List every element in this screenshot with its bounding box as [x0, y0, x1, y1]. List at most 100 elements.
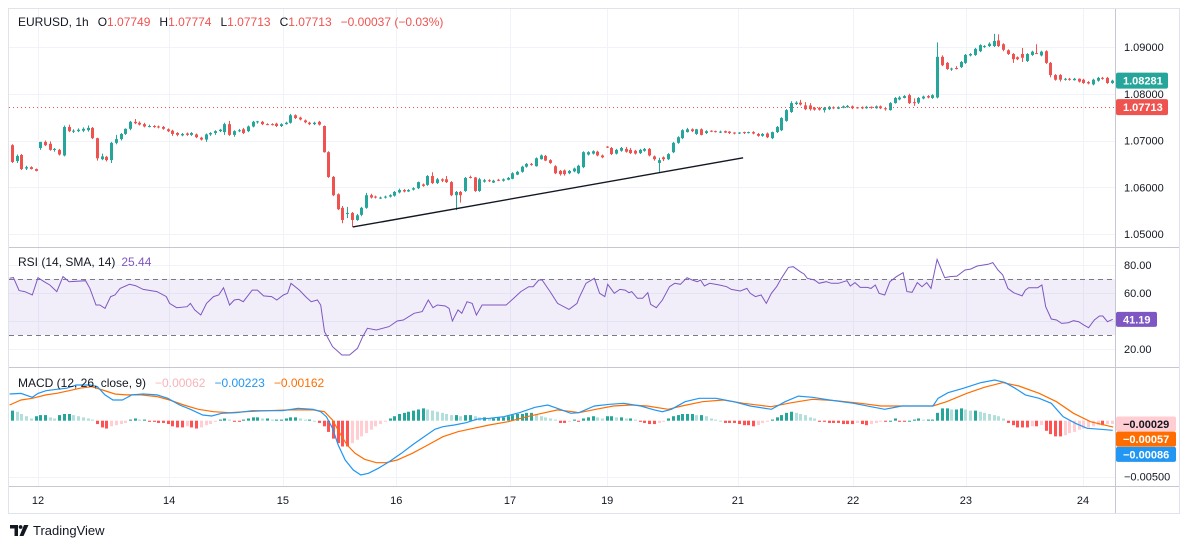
time-axis-label: 19: [601, 495, 613, 507]
macd-histogram-bar: [540, 416, 543, 421]
candle: [780, 117, 783, 132]
candle-body: [752, 132, 755, 134]
macd-macd-value-label-text: −0.00086: [1123, 449, 1169, 461]
candle: [233, 130, 236, 137]
symbol-title[interactable]: EURUSD, 1h: [18, 15, 89, 29]
candle-body: [700, 129, 703, 135]
macd-histogram-bar: [738, 420, 741, 425]
chart-panes[interactable]: [9, 9, 1179, 513]
candle-body: [964, 54, 967, 63]
macd-histogram-bar: [771, 419, 774, 421]
macd-histogram-bar: [289, 417, 292, 421]
candle: [431, 172, 434, 184]
candle: [275, 122, 278, 127]
candle-body: [823, 107, 826, 111]
macd-histogram-bar: [53, 418, 56, 421]
candle-body: [634, 150, 637, 154]
candle-body: [445, 179, 448, 183]
candle: [903, 95, 906, 99]
macd-histogram-bar: [1002, 418, 1005, 421]
macd-histogram-bar: [441, 412, 444, 421]
candle: [16, 154, 19, 163]
macd-histogram-bar: [1049, 420, 1052, 435]
macd-histogram-bar: [752, 420, 755, 427]
candle: [299, 116, 302, 121]
time-axis-label: 21: [732, 495, 744, 507]
candle-body: [766, 133, 769, 138]
candle: [946, 61, 949, 70]
candle-body: [884, 108, 887, 110]
candle-body: [346, 212, 349, 214]
macd-histogram-bar: [341, 420, 344, 447]
macd-histogram-bar: [530, 412, 533, 421]
candle: [294, 114, 297, 119]
candle-body: [1016, 57, 1019, 60]
rsi-legend[interactable]: RSI (14, SMA, 14) 25.44: [18, 254, 151, 270]
candle: [568, 169, 571, 175]
candle-body: [176, 133, 179, 135]
macd-legend[interactable]: MACD (12, 26, close, 9) −0.00062 −0.0022…: [18, 375, 324, 391]
candle: [360, 206, 363, 217]
candle-body: [903, 96, 906, 98]
time-axis[interactable]: 12 14 15 16 17 19 21 22 23 24: [32, 495, 1089, 507]
candle-body: [677, 137, 680, 143]
tradingview-logo[interactable]: TradingView: [10, 523, 105, 538]
candle: [219, 128, 222, 133]
candle: [922, 95, 925, 100]
time-scale[interactable]: [9, 487, 1115, 513]
macd-histogram-bar: [365, 420, 368, 434]
candle: [455, 190, 458, 211]
candle: [507, 176, 510, 181]
time-axis-label: 22: [847, 495, 859, 507]
candle-body: [431, 176, 434, 184]
macd-histogram-bar: [917, 418, 920, 421]
macd-histogram-bar: [795, 412, 798, 421]
macd-histogram-bar: [138, 419, 141, 421]
candle-body: [511, 173, 514, 179]
macd-histogram-bar: [950, 409, 953, 421]
candle-body: [653, 156, 656, 160]
candle: [700, 128, 703, 136]
macd-histogram-bar: [955, 409, 958, 421]
macd-histogram-bar: [266, 418, 269, 421]
candle-body: [294, 115, 297, 119]
candle-body: [894, 97, 897, 104]
candle: [733, 132, 736, 135]
candle: [724, 130, 727, 134]
candle: [469, 175, 472, 179]
candle-body: [1026, 54, 1029, 62]
macd-signal-value-label: −0.00057: [1116, 431, 1176, 447]
candle-body: [214, 131, 217, 134]
macd-histogram-bar: [214, 420, 217, 422]
macd-title[interactable]: MACD (12, 26, close, 9): [18, 376, 147, 390]
candle: [927, 95, 930, 99]
trend-line[interactable]: [352, 157, 744, 228]
candle: [785, 109, 788, 122]
macd-histogram-bar: [1101, 420, 1104, 426]
last-price-label: 1.08281: [1116, 72, 1168, 89]
rsi-title[interactable]: RSI (14, SMA, 14): [18, 255, 116, 269]
candle-body: [407, 190, 410, 192]
candle-body: [842, 106, 845, 108]
candle: [1106, 76, 1109, 84]
candle: [648, 147, 651, 157]
candle: [601, 154, 604, 159]
macd-axis[interactable]: −0.00500 −0.00029 −0.00057 −0.00086: [1116, 416, 1176, 484]
macd-histogram-bar: [879, 420, 882, 422]
candle-body: [969, 54, 972, 56]
candle-body: [275, 123, 278, 127]
macd-pane[interactable]: [9, 368, 1115, 486]
time-axis-label: 17: [504, 495, 516, 507]
candle: [143, 122, 146, 128]
price-pane[interactable]: [9, 9, 1115, 247]
candle-body: [105, 156, 108, 161]
candle: [658, 157, 661, 172]
macd-histogram-bar: [724, 420, 727, 423]
candle-body: [483, 180, 486, 182]
price-axis[interactable]: 1.09000 1.08000 1.07000 1.06000 1.05000 1.082…: [1116, 42, 1168, 241]
macd-histogram-bar: [318, 420, 321, 423]
candle-body: [25, 167, 28, 169]
